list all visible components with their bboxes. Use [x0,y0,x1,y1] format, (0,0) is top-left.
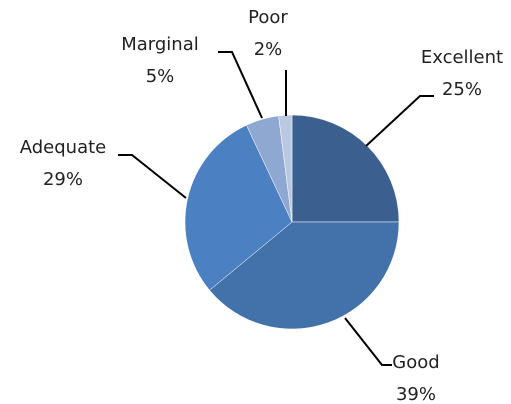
slice-value: 5% [146,66,175,87]
leader-line [218,51,263,119]
pie-slice [184,124,293,291]
slice-label: Excellent [421,47,503,68]
pie-slice [291,114,400,223]
leader-line [344,317,392,366]
slice-label: Marginal [121,34,199,55]
leader-line [118,154,187,199]
slice-value: 2% [254,39,283,60]
slice-value: 39% [396,384,436,404]
slice-value: 25% [442,79,482,100]
pie-slice [209,221,400,330]
leader-line [365,95,434,147]
slice-value: 29% [43,169,83,190]
slice-label: Adequate [20,137,107,158]
slice-label: Poor [248,7,288,28]
slice-label: Good [392,352,439,373]
